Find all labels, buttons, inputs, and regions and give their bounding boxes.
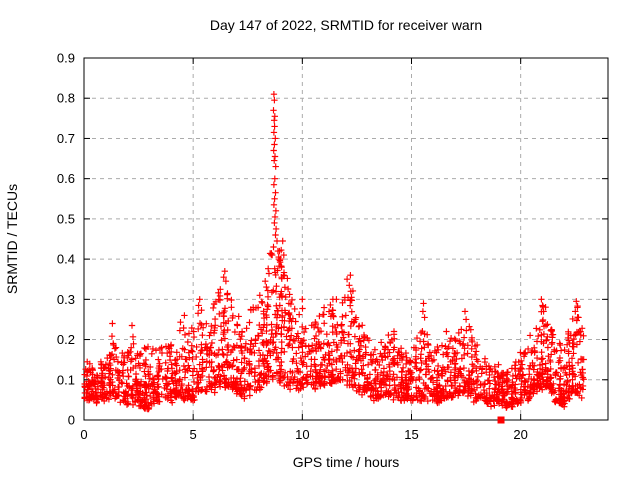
y-tick-label: 0.2 <box>57 332 75 347</box>
y-tick-label: 0.7 <box>57 131 75 146</box>
x-axis-label: GPS time / hours <box>293 454 400 470</box>
plot-border <box>83 57 609 421</box>
chart-title: Day 147 of 2022, SRMTID for receiver war… <box>210 17 482 33</box>
x-tick-label: 15 <box>404 427 418 442</box>
x-tick-label: 5 <box>190 427 197 442</box>
filled-square-marker <box>497 416 505 424</box>
y-tick-label: 0.9 <box>57 51 75 66</box>
y-tick-label: 0 <box>68 413 75 428</box>
x-tick-label: 10 <box>295 427 309 442</box>
tick-labels: 0 5 10 15 20 0 0.1 0.2 0.3 0.4 0.5 0.6 0.7 0.8 0.9 <box>57 51 528 443</box>
y-tick-label: 0.3 <box>57 292 75 307</box>
scatter-points <box>81 91 587 413</box>
y-axis-label: SRMTID / TECUs <box>4 184 20 294</box>
y-tick-label: 0.8 <box>57 91 75 106</box>
y-tick-label: 0.5 <box>57 211 75 226</box>
y-tick-label: 0.6 <box>57 171 75 186</box>
y-tick-label: 0.4 <box>57 252 75 267</box>
y-tick-label: 0.1 <box>57 372 75 387</box>
x-tick-label: 0 <box>80 427 87 442</box>
x-tick-label: 20 <box>513 427 527 442</box>
data-points <box>81 91 587 424</box>
